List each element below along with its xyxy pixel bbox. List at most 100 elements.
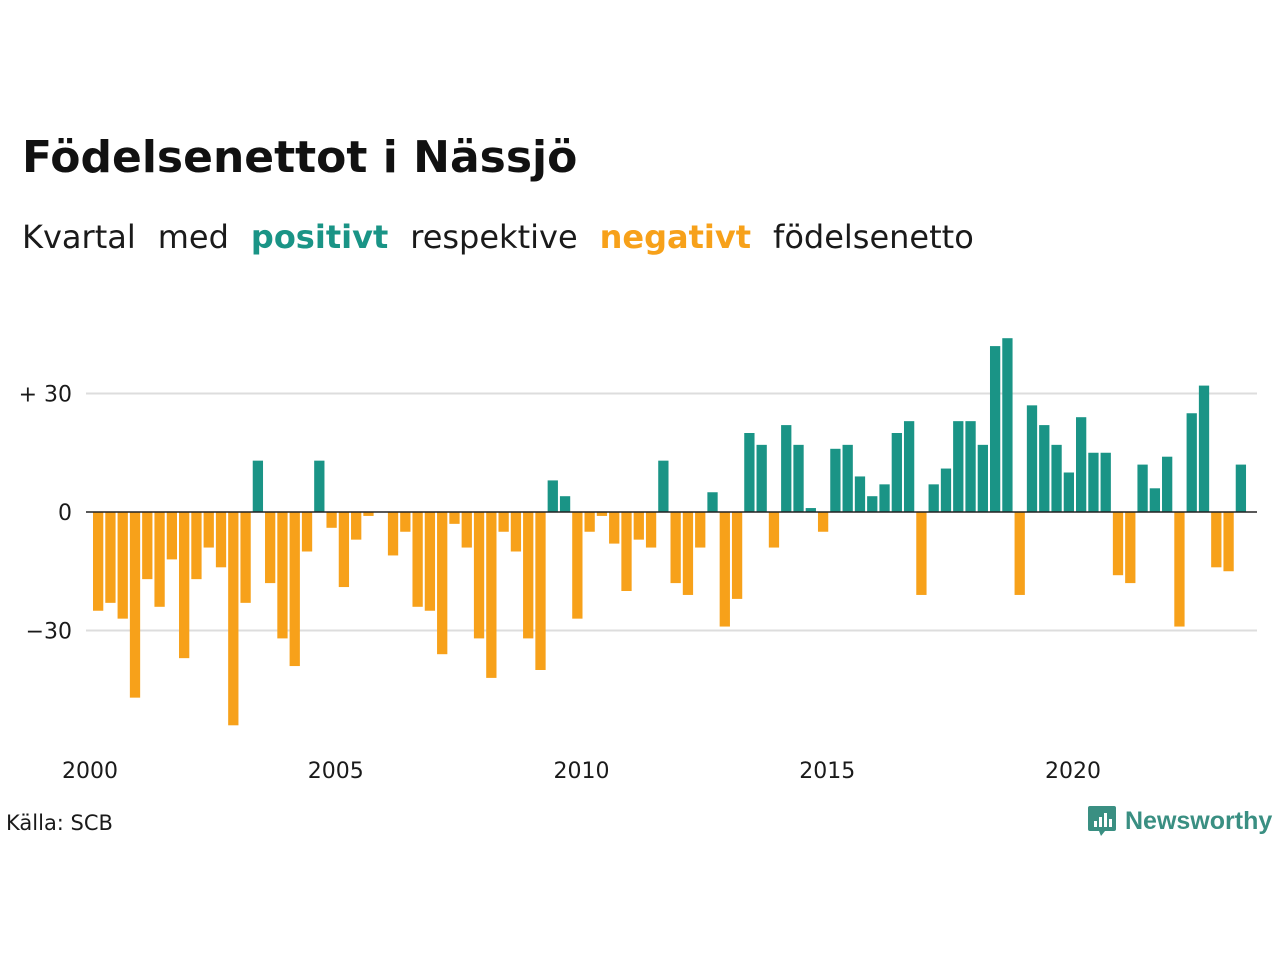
bar-positive — [1149, 488, 1161, 512]
bar-positive — [1026, 405, 1038, 512]
bar-negative — [191, 512, 202, 580]
bar-positive — [744, 433, 755, 512]
bar-positive — [658, 460, 669, 512]
chart-subtitle: Kvartal med positivt respektive negativt föde… — [22, 218, 996, 256]
bar-negative — [117, 512, 128, 619]
bar-positive — [879, 484, 890, 512]
bar-negative — [215, 512, 227, 568]
bar-negative — [498, 512, 509, 532]
logo-text: Newsworthy — [1125, 806, 1273, 835]
bar-negative — [682, 512, 694, 595]
bar-positive — [1137, 464, 1148, 512]
bar-negative — [387, 512, 399, 556]
bar-negative — [142, 512, 153, 580]
x-tick-label: 2000 — [62, 759, 118, 784]
subtitle-word-quarter: Kvartal — [22, 218, 136, 256]
bar-positive — [559, 496, 571, 512]
bar-positive — [756, 444, 767, 512]
bar-negative — [363, 512, 374, 516]
bar-negative — [228, 512, 239, 726]
bar-negative — [670, 512, 681, 584]
bar-negative — [510, 512, 522, 552]
bar-positive — [314, 460, 325, 512]
bar-negative — [584, 512, 595, 532]
bar-negative — [93, 512, 104, 611]
bar-positive — [903, 421, 915, 512]
y-tick-label: 0 — [58, 501, 72, 526]
bar-positive — [547, 480, 558, 512]
bar-negative — [695, 512, 706, 548]
newsworthy-logo: Newsworthy — [1087, 804, 1272, 838]
bar-positive — [252, 460, 264, 512]
bar-positive — [1235, 464, 1247, 512]
bar-negative — [473, 512, 485, 639]
bar-negative — [326, 512, 337, 528]
bar-negative — [166, 512, 178, 560]
bar-negative — [277, 512, 288, 639]
axes: + 30 0 −30 2000 2005 2010 2015 2020 — [19, 383, 1257, 784]
bar-negative — [1014, 512, 1025, 595]
bar-negative — [412, 512, 423, 607]
bar-negative — [535, 512, 546, 670]
bar-positive — [867, 496, 878, 512]
bar-positive — [928, 484, 939, 512]
bar-positive — [1088, 452, 1099, 512]
bar-positive — [793, 444, 804, 512]
bar-negative — [916, 512, 927, 595]
bar-negative — [523, 512, 534, 639]
bar-positive — [842, 444, 853, 512]
source-note: Källa: SCB — [6, 811, 113, 835]
bar-negative — [768, 512, 780, 548]
bar-negative — [351, 512, 362, 540]
bar-negative — [240, 512, 251, 603]
y-tick-label: −30 — [26, 620, 72, 645]
bar-positive — [1063, 472, 1074, 512]
bar-positive — [1051, 444, 1062, 512]
bar-negative — [338, 512, 350, 588]
y-tick-label: + 30 — [19, 383, 72, 408]
bar-negative — [437, 512, 448, 655]
bars — [93, 338, 1247, 726]
bar-negative — [1112, 512, 1124, 576]
bar-negative — [203, 512, 214, 548]
subtitle-word-respectively: respektive — [410, 218, 578, 256]
bar-positive — [1100, 452, 1111, 512]
chart-title: Födelsenettot i Nässjö — [22, 132, 578, 183]
bar-positive — [707, 492, 718, 512]
bar-negative — [609, 512, 620, 544]
bar-negative — [817, 512, 829, 532]
bar-positive — [940, 468, 952, 512]
bar-positive — [1162, 456, 1173, 512]
bar-positive — [1039, 425, 1050, 512]
bar-negative — [301, 512, 313, 552]
x-tick-label: 2020 — [1045, 759, 1101, 784]
bar-negative — [179, 512, 190, 659]
x-tick-label: 2015 — [799, 759, 855, 784]
newsworthy-chart-icon — [1088, 806, 1116, 836]
bar-negative — [424, 512, 436, 611]
bar-positive — [781, 425, 792, 512]
bar-positive — [989, 346, 1001, 512]
bar-negative — [719, 512, 730, 627]
bar-negative — [1125, 512, 1136, 584]
bar-negative — [400, 512, 411, 532]
bar-negative — [1223, 512, 1234, 572]
subtitle-negative-label: negativt — [599, 218, 752, 256]
x-tick-label: 2005 — [308, 759, 364, 784]
bar-negative — [154, 512, 165, 607]
bar-negative — [486, 512, 497, 678]
bar-negative — [289, 512, 300, 667]
bar-positive — [1002, 338, 1013, 512]
bar-negative — [129, 512, 141, 698]
bar-positive — [1198, 385, 1210, 512]
subtitle-positive-label: positivt — [250, 218, 389, 256]
bar-negative — [572, 512, 583, 619]
bar-negative — [1174, 512, 1185, 627]
bar-negative — [731, 512, 743, 599]
bar-positive — [977, 444, 988, 512]
bar-negative — [596, 512, 608, 516]
bar-negative — [1211, 512, 1222, 568]
bar-negative — [645, 512, 657, 548]
bar-negative — [105, 512, 116, 603]
